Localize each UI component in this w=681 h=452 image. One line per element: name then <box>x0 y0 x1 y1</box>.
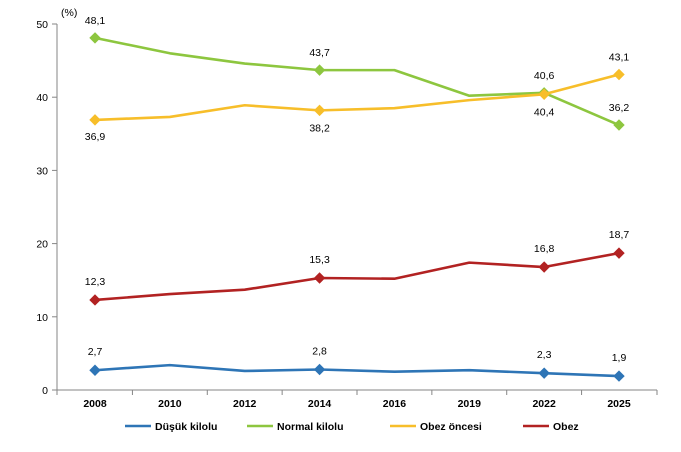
y-axis-label: (%) <box>61 7 77 19</box>
data-point-marker <box>538 261 550 273</box>
data-point-marker <box>89 32 101 44</box>
legend: Düşük kilolu Normal kilolu Obez öncesi Obez <box>125 421 579 433</box>
legend-label: Normal kilolu <box>277 421 344 433</box>
y-tick-label: 50 <box>36 19 48 31</box>
y-tick-label: 10 <box>36 312 48 324</box>
y-tick-label: 30 <box>36 165 48 177</box>
data-label: 36,2 <box>609 102 630 114</box>
x-tick-label: 2012 <box>233 398 257 410</box>
data-point-marker <box>613 119 625 131</box>
data-point-marker <box>89 364 101 376</box>
data-label: 16,8 <box>534 243 555 255</box>
x-tick-label: 2016 <box>383 398 407 410</box>
y-tick-label: 20 <box>36 239 48 251</box>
data-label: 40,4 <box>534 106 555 118</box>
x-tick-label: 2008 <box>83 398 107 410</box>
series-line-0 <box>94 363 620 378</box>
legend-label: Obez öncesi <box>420 421 482 433</box>
data-label: 12,3 <box>85 276 106 288</box>
y-axis-ticks: 0 10 20 30 40 50 <box>36 19 57 397</box>
data-point-marker <box>613 68 625 81</box>
data-label: 15,3 <box>309 254 330 266</box>
data-point-marker <box>313 64 326 76</box>
chart-axes <box>56 24 657 391</box>
y-tick-label: 40 <box>36 92 48 104</box>
x-tick-label: 2010 <box>158 398 182 410</box>
data-label: 40,6 <box>534 70 555 82</box>
data-label: 2,8 <box>312 346 327 358</box>
x-tick-label: 2025 <box>607 398 631 410</box>
x-tick-label: 2019 <box>458 398 482 410</box>
data-label: 1,9 <box>612 352 627 364</box>
data-label: 43,7 <box>309 47 330 59</box>
data-label: 18,7 <box>609 229 630 241</box>
legend-label: Obez <box>553 421 579 433</box>
data-label: 43,1 <box>609 52 630 64</box>
series-line-1 <box>94 36 620 127</box>
data-label: 2,3 <box>537 349 552 361</box>
data-point-marker <box>613 247 625 259</box>
data-label: 48,1 <box>85 15 106 27</box>
y-tick-label: 0 <box>42 385 48 397</box>
legend-label: Düşük kilolu <box>155 421 217 433</box>
data-point-marker <box>89 114 101 126</box>
x-tick-label: 2022 <box>532 398 556 410</box>
data-label: 36,9 <box>85 131 106 143</box>
data-point-marker <box>89 294 101 306</box>
series-line-2 <box>94 73 620 122</box>
data-point-marker <box>313 272 326 284</box>
data-labels-layer: 2,7 2,8 2,3 1,9 48,1 43,7 40,6 36,2 36,9 38,2 40,4… <box>85 15 630 364</box>
data-label: 2,7 <box>88 346 103 358</box>
data-point-marker <box>613 370 625 382</box>
data-point-marker <box>538 367 550 379</box>
data-label: 38,2 <box>309 122 330 134</box>
data-point-marker <box>313 104 326 117</box>
x-tick-label: 2014 <box>308 398 332 410</box>
x-axis-ticks: 2008 2010 2012 2014 2016 2019 2022 2025 <box>56 390 658 410</box>
series-layer <box>89 32 625 382</box>
data-point-marker <box>538 88 550 100</box>
series-line-3 <box>94 251 620 302</box>
data-point-marker <box>313 363 326 376</box>
